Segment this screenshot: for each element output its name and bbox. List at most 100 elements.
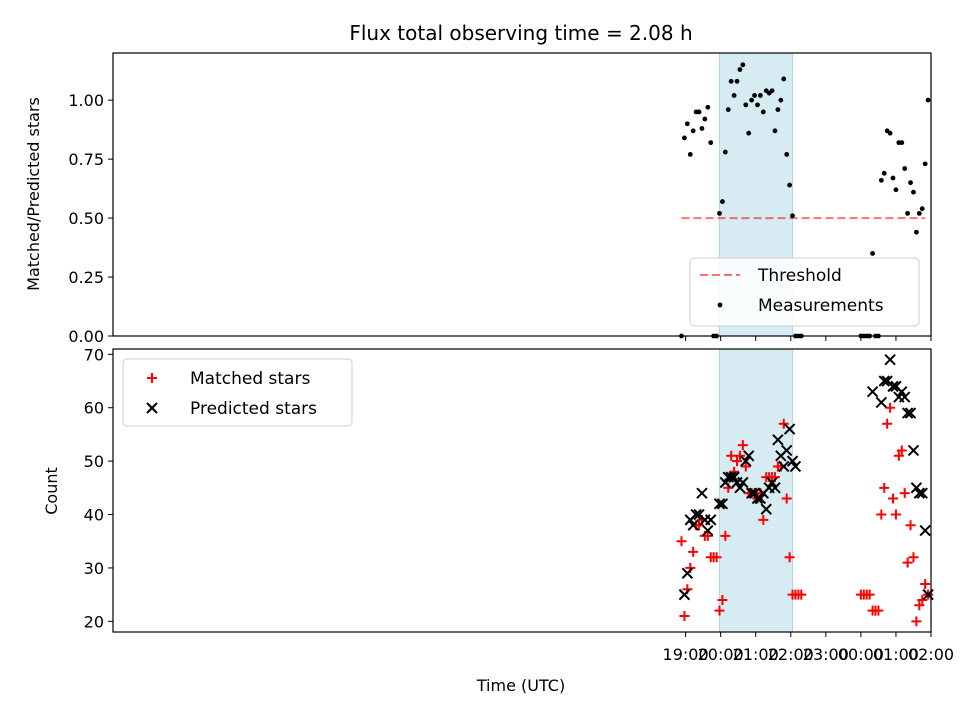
time-x-tick-label: 21:00 <box>733 645 779 664</box>
count-legend: Matched stars Predicted stars <box>122 358 353 427</box>
measurement-point <box>699 126 705 131</box>
measurement-point <box>734 78 740 84</box>
matched-point <box>905 520 916 531</box>
matched-point <box>737 440 748 451</box>
ratio-y-tick-label: 1.00 <box>68 91 104 110</box>
ratio-panel: 0.00 0.25 0.50 0.75 1.00 Matched/Predicted s… <box>24 52 932 346</box>
predicted-point <box>728 471 740 483</box>
measurement-point <box>720 199 725 204</box>
matched-point <box>917 594 928 605</box>
matched-point <box>879 482 890 493</box>
ratio-axis-ticks: 0.00 0.25 0.50 0.75 1.00 <box>68 91 932 346</box>
measurement-point <box>682 135 687 141</box>
predicted-point <box>884 353 896 366</box>
measurement-point <box>893 187 899 193</box>
measurement-point <box>784 152 790 157</box>
measurement-point <box>722 149 728 155</box>
ratio-y-tick-label: 0.50 <box>68 209 104 228</box>
measurements-legend-label: Measurements <box>758 296 884 316</box>
predicted-point <box>896 386 908 398</box>
matched-point <box>882 418 893 429</box>
measurement-point <box>908 180 913 186</box>
count-points <box>676 353 934 627</box>
predicted-point <box>916 487 928 499</box>
measurement-point <box>731 93 737 98</box>
count-panel: 20 30 40 50 60 70 19:0020:0021:0022:0023:0000:… <box>42 345 954 695</box>
time-x-tick-label: 19:00 <box>663 645 709 664</box>
measurement-point <box>749 97 755 103</box>
matched-point <box>902 557 913 568</box>
measurement-point <box>746 130 752 136</box>
count-axis-label: Count <box>42 467 61 515</box>
measurement-point <box>755 102 760 108</box>
matched-point <box>914 600 925 611</box>
matched-point <box>676 536 687 547</box>
predicted-point <box>678 588 691 601</box>
count-plot-frame <box>112 348 932 633</box>
predicted-point <box>696 487 708 499</box>
predicted-point <box>760 503 772 515</box>
measurement-point <box>687 152 693 157</box>
measurement-point <box>760 109 766 115</box>
measurement-point <box>743 102 749 108</box>
matched-point <box>711 552 722 563</box>
measurement-point <box>913 229 919 235</box>
predicted-point <box>866 386 879 398</box>
predicted-point <box>766 476 778 489</box>
measurement-point <box>890 175 896 181</box>
matched-point <box>890 509 901 520</box>
matched-point <box>876 509 887 520</box>
time-x-tick-label: 02:00 <box>908 645 954 664</box>
time-x-tick-label: 20:00 <box>698 645 744 664</box>
measurement-point <box>887 130 893 136</box>
matched-point <box>734 450 745 461</box>
matched-legend-swatch <box>147 373 157 383</box>
matched-point <box>694 520 705 531</box>
predicted-legend-label: Predicted stars <box>190 399 317 419</box>
measurement-point <box>769 88 775 94</box>
ratio-plot-frame <box>112 52 932 337</box>
ratio-y-tick-label: 0.75 <box>68 150 104 169</box>
matched-legend-label: Matched stars <box>190 369 310 389</box>
time-x-tick-label: 00:00 <box>838 645 884 664</box>
predicted-point <box>898 391 911 403</box>
matched-point <box>911 616 922 627</box>
measurement-point <box>925 97 931 103</box>
predicted-point <box>780 444 793 457</box>
ratio-y-tick-label: 0.25 <box>68 268 104 287</box>
measurement-point <box>740 62 746 68</box>
measurement-point <box>878 177 884 183</box>
predicted-point <box>742 450 755 462</box>
measurement-point <box>790 213 795 219</box>
predicted-point <box>783 423 796 435</box>
matched-point <box>893 450 904 461</box>
measurement-point <box>717 210 722 216</box>
measurement-point <box>757 93 763 98</box>
measurement-point <box>684 121 690 127</box>
measurement-point <box>781 76 787 82</box>
time-x-tick-label: 01:00 <box>873 645 919 664</box>
predicted-point <box>687 519 699 531</box>
predicted-point <box>734 482 746 494</box>
matched-point <box>908 552 919 563</box>
count-y-tick-label: 20 <box>84 612 104 631</box>
measurement-point <box>778 97 784 103</box>
matched-point <box>720 530 731 541</box>
threshold-legend-label: Threshold <box>757 266 842 286</box>
measurement-point <box>728 78 734 84</box>
predicted-point <box>904 407 917 419</box>
predicted-point <box>887 380 899 393</box>
predicted-point <box>690 508 702 521</box>
matched-point <box>781 493 792 504</box>
measurement-point <box>725 107 731 112</box>
predicted-point <box>772 434 784 446</box>
matched-point <box>885 402 896 413</box>
predicted-point <box>778 460 790 473</box>
measurement-point <box>775 107 781 112</box>
time-axis-label: Time (UTC) <box>476 676 565 695</box>
predicted-point <box>789 460 802 473</box>
matched-point <box>714 605 725 616</box>
measurement-point <box>922 161 928 167</box>
matched-point <box>899 488 910 499</box>
